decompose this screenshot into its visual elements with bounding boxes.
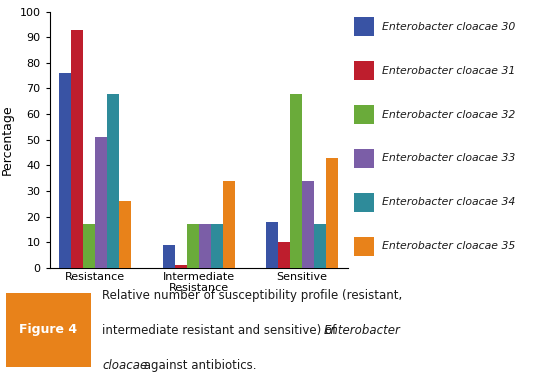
- Bar: [354, 17, 374, 36]
- Text: Enterobacter cloacae 35: Enterobacter cloacae 35: [383, 241, 516, 251]
- Text: Enterobacter cloacae 32: Enterobacter cloacae 32: [383, 109, 516, 120]
- Text: Figure 4: Figure 4: [19, 323, 77, 336]
- Bar: [71, 29, 83, 268]
- Bar: [354, 149, 374, 168]
- Bar: [278, 242, 290, 268]
- Bar: [290, 94, 302, 268]
- Text: Enterobacter cloacae 34: Enterobacter cloacae 34: [383, 197, 516, 208]
- Bar: [326, 158, 338, 268]
- Bar: [60, 73, 71, 268]
- Bar: [302, 181, 314, 268]
- Bar: [175, 265, 187, 268]
- Y-axis label: Percentage: Percentage: [1, 104, 14, 175]
- Bar: [187, 224, 199, 268]
- Text: Enterobacter cloacae 33: Enterobacter cloacae 33: [383, 154, 516, 163]
- Text: Enterobacter cloacae 30: Enterobacter cloacae 30: [383, 22, 516, 32]
- Bar: [314, 224, 326, 268]
- FancyBboxPatch shape: [6, 293, 91, 367]
- Bar: [266, 222, 278, 268]
- Bar: [354, 193, 374, 212]
- Bar: [222, 181, 235, 268]
- Bar: [354, 237, 374, 256]
- Bar: [163, 245, 175, 268]
- Text: against antibiotics.: against antibiotics.: [140, 359, 257, 372]
- Bar: [199, 224, 211, 268]
- Text: intermediate resistant and sensitive) of: intermediate resistant and sensitive) of: [102, 324, 340, 337]
- Text: Enterobacter cloacae 31: Enterobacter cloacae 31: [383, 66, 516, 76]
- Bar: [107, 94, 119, 268]
- Bar: [83, 224, 95, 268]
- Bar: [354, 61, 374, 80]
- Bar: [211, 224, 222, 268]
- Text: cloacae: cloacae: [102, 359, 147, 372]
- Text: Enterobacter: Enterobacter: [324, 324, 401, 337]
- Bar: [119, 201, 131, 268]
- Bar: [95, 137, 107, 268]
- Text: Relative number of susceptibility profile (resistant,: Relative number of susceptibility profil…: [102, 289, 402, 302]
- Bar: [354, 105, 374, 124]
